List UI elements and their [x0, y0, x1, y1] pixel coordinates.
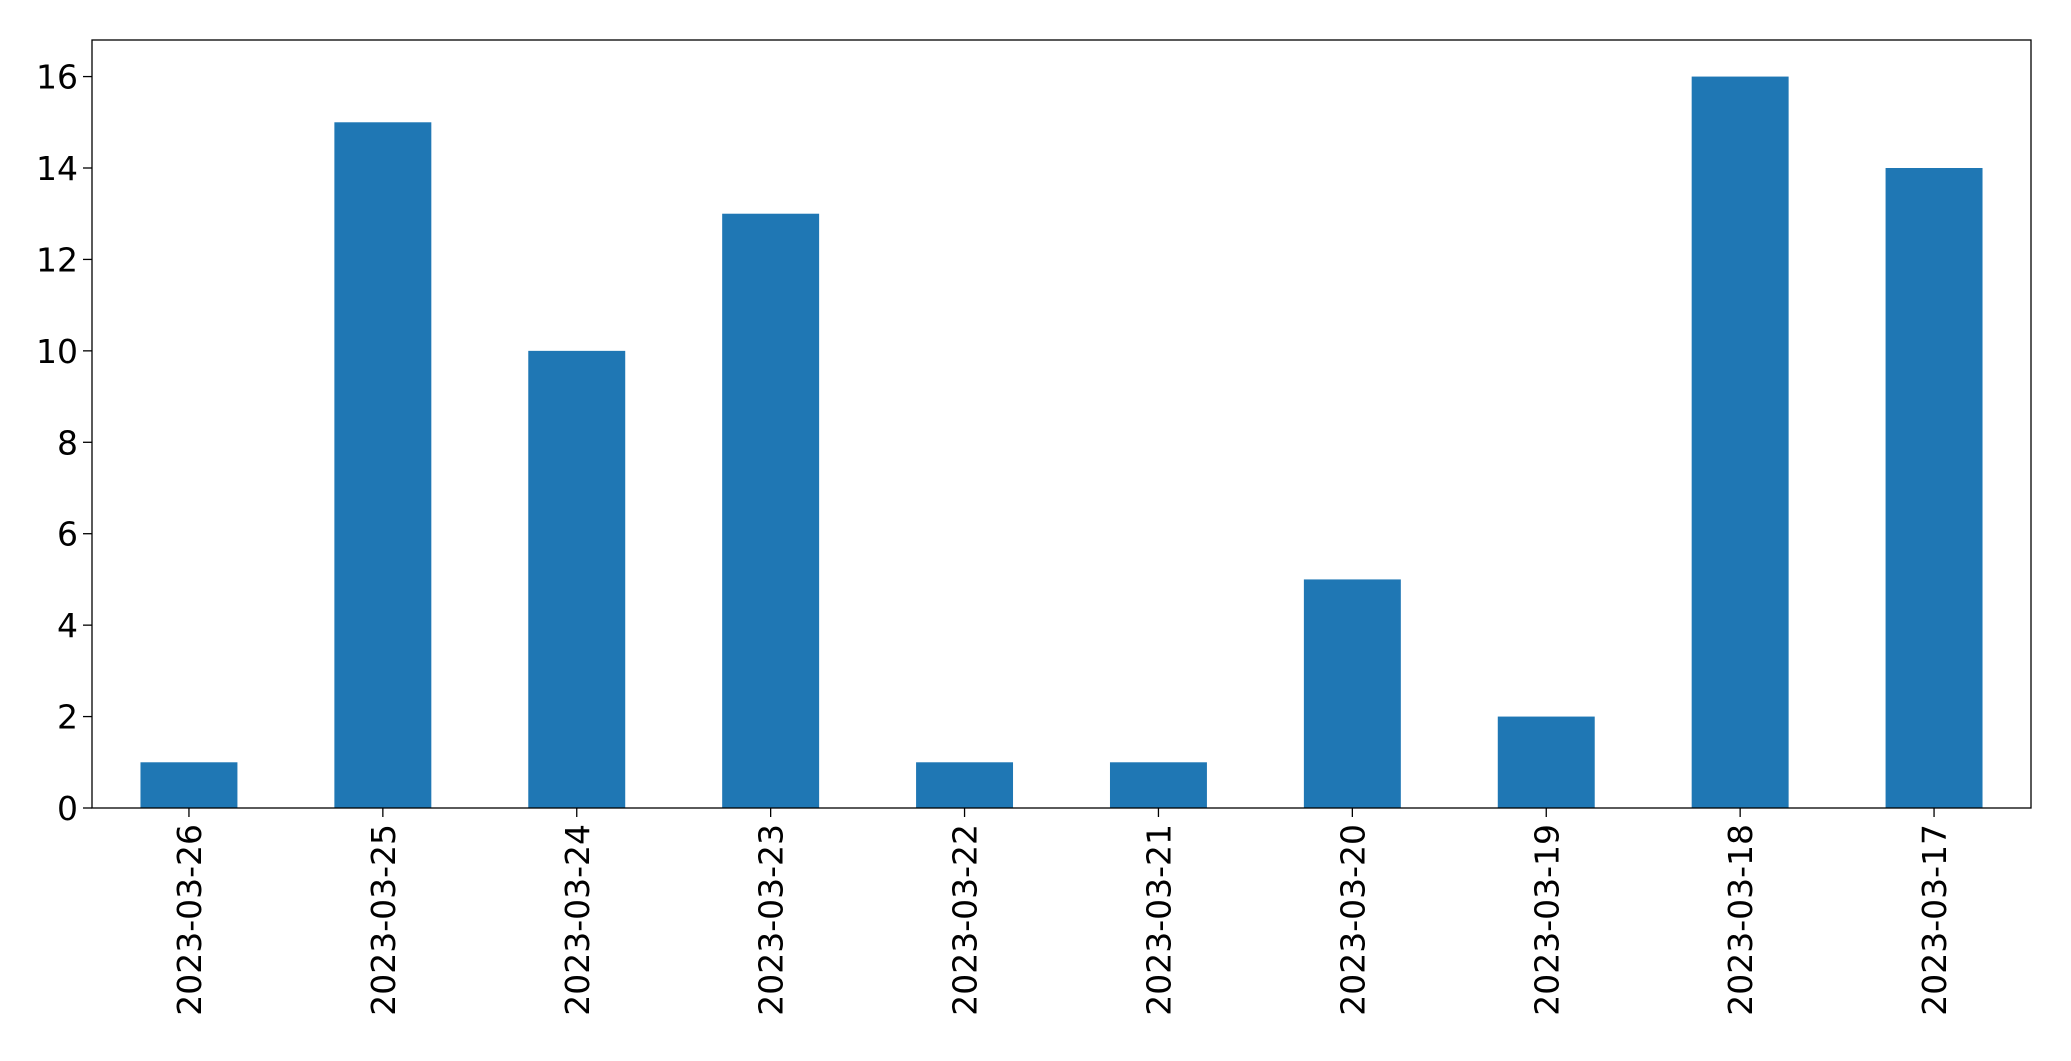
- x-tick-label: 2023-03-26: [170, 824, 209, 1016]
- x-tick-label: 2023-03-21: [1139, 824, 1178, 1016]
- y-tick-label: 8: [57, 423, 78, 462]
- bar: [334, 122, 432, 809]
- bar: [1691, 76, 1789, 809]
- y-tick-label: 2: [57, 698, 78, 737]
- bar: [1109, 762, 1207, 808]
- x-tick-label: 2023-03-19: [1527, 824, 1566, 1016]
- x-tick-label: 2023-03-17: [1915, 824, 1954, 1016]
- y-tick-label: 14: [36, 149, 78, 188]
- y-tick-label: 10: [36, 332, 78, 371]
- x-tick-label: 2023-03-22: [946, 824, 985, 1016]
- bar: [1303, 579, 1401, 808]
- y-tick-label: 6: [57, 515, 78, 554]
- y-tick-label: 16: [36, 58, 78, 97]
- y-tick-label: 12: [36, 240, 78, 279]
- bar: [140, 762, 238, 808]
- bar: [528, 350, 626, 808]
- bar: [1497, 716, 1595, 808]
- x-tick-label: 2023-03-25: [364, 824, 403, 1016]
- x-tick-label: 2023-03-20: [1333, 824, 1372, 1016]
- bar: [722, 213, 820, 808]
- x-tick-label: 2023-03-24: [558, 824, 597, 1016]
- y-tick-label: 4: [57, 606, 78, 645]
- x-tick-label: 2023-03-18: [1721, 824, 1760, 1016]
- axes-frame: [91, 39, 2032, 809]
- y-tick-label: 0: [57, 789, 78, 828]
- x-tick-label: 2023-03-23: [752, 824, 791, 1016]
- bar: [1885, 168, 1983, 808]
- bar: [916, 762, 1014, 808]
